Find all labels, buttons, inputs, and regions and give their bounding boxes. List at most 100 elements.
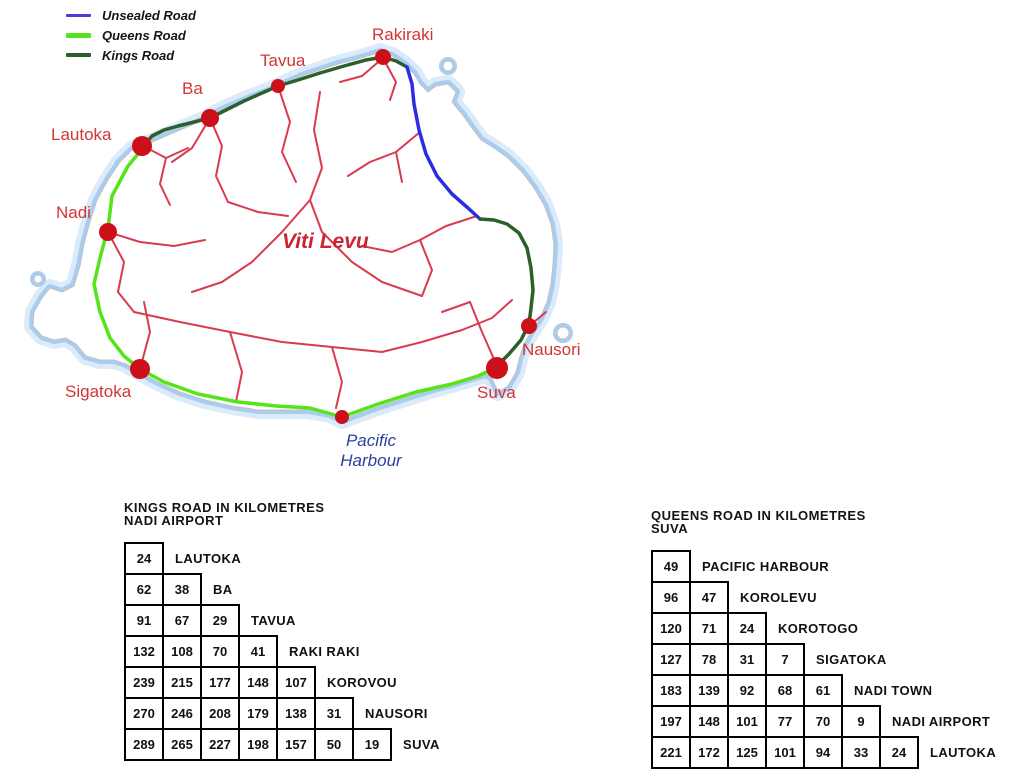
distance-row: 49 PACIFIC HARBOUR bbox=[651, 550, 996, 583]
distance-cell: 7 bbox=[765, 643, 805, 676]
distance-cell: 183 bbox=[651, 674, 691, 707]
minor-road bbox=[382, 57, 397, 101]
distance-cell: 127 bbox=[651, 643, 691, 676]
distance-cell: 198 bbox=[238, 728, 278, 761]
distance-cell: 38 bbox=[162, 573, 202, 606]
distance-cell: 77 bbox=[765, 705, 805, 738]
minor-road bbox=[107, 231, 206, 247]
kings-road-path bbox=[141, 55, 409, 148]
kings-table-title-line1: KINGS ROAD IN KILOMETRES bbox=[124, 500, 325, 515]
distance-cell: 92 bbox=[727, 674, 767, 707]
distance-cell: 96 bbox=[651, 581, 691, 614]
minor-road bbox=[441, 301, 471, 313]
distance-cell: 24 bbox=[124, 542, 164, 575]
minor-roads-group bbox=[107, 57, 547, 409]
distance-cell: 62 bbox=[124, 573, 164, 606]
distance-cell: 49 bbox=[651, 550, 691, 583]
legend-row-unsealed: Unsealed Road bbox=[66, 5, 196, 25]
distance-cell: 29 bbox=[200, 604, 240, 637]
destination-label: NADI AIRPORT bbox=[892, 714, 991, 729]
city-label-lautoka: Lautoka bbox=[51, 125, 112, 144]
destination-label: KOROVOU bbox=[327, 675, 397, 690]
distance-cell: 33 bbox=[841, 736, 881, 769]
distance-cell: 94 bbox=[803, 736, 843, 769]
destination-label: PACIFIC HARBOUR bbox=[702, 559, 830, 574]
queens-table-title-line1: QUEENS ROAD IN KILOMETRES bbox=[651, 508, 866, 523]
destination-label: TAVUA bbox=[251, 613, 296, 628]
distance-cell: 70 bbox=[200, 635, 240, 668]
kings-road-line-icon bbox=[66, 53, 91, 57]
distance-cell: 71 bbox=[689, 612, 729, 645]
distance-cell: 68 bbox=[765, 674, 805, 707]
islet bbox=[442, 60, 454, 72]
distance-row: 183 139 92 68 61 NADI TOWN bbox=[651, 674, 996, 707]
legend-label-kings: Kings Road bbox=[102, 47, 175, 63]
distance-cell: 197 bbox=[651, 705, 691, 738]
city-dot-nausori bbox=[521, 318, 537, 334]
distance-row: 270 246 208 179 138 31 NAUSORI bbox=[124, 697, 440, 730]
city-label-ba: Ba bbox=[182, 79, 203, 98]
minor-road bbox=[191, 199, 311, 293]
pacific-harbour-label-line1: Pacific bbox=[346, 431, 397, 450]
city-label-sigatoka: Sigatoka bbox=[65, 382, 132, 401]
distance-cell: 31 bbox=[727, 643, 767, 676]
queens-road-line-icon bbox=[66, 32, 91, 38]
legend-row-kings: Kings Road bbox=[66, 45, 196, 65]
distance-cell: 61 bbox=[803, 674, 843, 707]
minor-road bbox=[395, 151, 403, 183]
minor-road bbox=[139, 301, 151, 370]
minor-road bbox=[339, 57, 384, 83]
city-label-nausori: Nausori bbox=[522, 340, 581, 359]
queens-table-title: QUEENS ROAD IN KILOMETRES SUVA bbox=[651, 509, 996, 535]
city-label-suva: Suva bbox=[477, 383, 516, 402]
minor-road bbox=[331, 346, 343, 409]
kings-road-distance-table: KINGS ROAD IN KILOMETRES NADI AIRPORT 24… bbox=[124, 501, 440, 761]
distance-cell: 47 bbox=[689, 581, 729, 614]
city-dot-pacific-harbour bbox=[335, 410, 349, 424]
islet bbox=[556, 326, 570, 340]
city-dot-sigatoka bbox=[130, 359, 150, 379]
distance-cell: 24 bbox=[727, 612, 767, 645]
distance-cell: 132 bbox=[124, 635, 164, 668]
minor-road bbox=[133, 299, 513, 353]
distance-cell: 9 bbox=[841, 705, 881, 738]
distance-cell: 107 bbox=[276, 666, 316, 699]
city-dot-nadi bbox=[99, 223, 117, 241]
destination-label: RAKI RAKI bbox=[289, 644, 360, 659]
city-label-rakiraki: Rakiraki bbox=[372, 25, 433, 44]
distance-cell: 221 bbox=[651, 736, 691, 769]
legend-label-unsealed: Unsealed Road bbox=[102, 7, 196, 23]
queens-road-distance-table: QUEENS ROAD IN KILOMETRES SUVA 49 PACIFIC… bbox=[651, 509, 996, 769]
islet bbox=[33, 274, 43, 284]
city-dot-lautoka bbox=[132, 136, 152, 156]
distance-cell: 101 bbox=[727, 705, 767, 738]
distance-cell: 78 bbox=[689, 643, 729, 676]
queens-table-grid: 49 PACIFIC HARBOUR 96 47 KOROLEVU 120 71 24 KORO… bbox=[651, 550, 996, 769]
viti-levu-map: Lautoka Nadi Ba Tavua Rakiraki Sigatoka … bbox=[0, 25, 581, 470]
distance-cell: 215 bbox=[162, 666, 202, 699]
distance-cell: 24 bbox=[879, 736, 919, 769]
destination-label: LAUTOKA bbox=[930, 745, 997, 760]
kings-table-grid: 24 LAUTOKA 62 38 BA 91 67 29 TAVUA 132 108 70 41 RAKI… bbox=[124, 542, 440, 761]
minor-road bbox=[419, 239, 433, 297]
distance-cell: 177 bbox=[200, 666, 240, 699]
distance-cell: 148 bbox=[689, 705, 729, 738]
distance-cell: 265 bbox=[162, 728, 202, 761]
minor-road bbox=[277, 85, 297, 183]
legend-row-queens: Queens Road bbox=[66, 25, 196, 45]
minor-road bbox=[229, 331, 243, 403]
destination-label: KOROLEVU bbox=[740, 590, 817, 605]
kings-table-title: KINGS ROAD IN KILOMETRES NADI AIRPORT bbox=[124, 501, 440, 527]
distance-cell: 50 bbox=[314, 728, 354, 761]
city-dot-suva bbox=[486, 357, 508, 379]
kings-table-title-line2: NADI AIRPORT bbox=[124, 513, 224, 528]
distance-cell: 19 bbox=[352, 728, 392, 761]
city-dot-ba bbox=[201, 109, 219, 127]
distance-cell: 120 bbox=[651, 612, 691, 645]
distance-cell: 270 bbox=[124, 697, 164, 730]
distance-cell: 148 bbox=[238, 666, 278, 699]
distance-cell: 70 bbox=[803, 705, 843, 738]
road-legend: Unsealed Road Queens Road Kings Road bbox=[66, 5, 196, 65]
distance-cell: 246 bbox=[162, 697, 202, 730]
distance-cell: 108 bbox=[162, 635, 202, 668]
